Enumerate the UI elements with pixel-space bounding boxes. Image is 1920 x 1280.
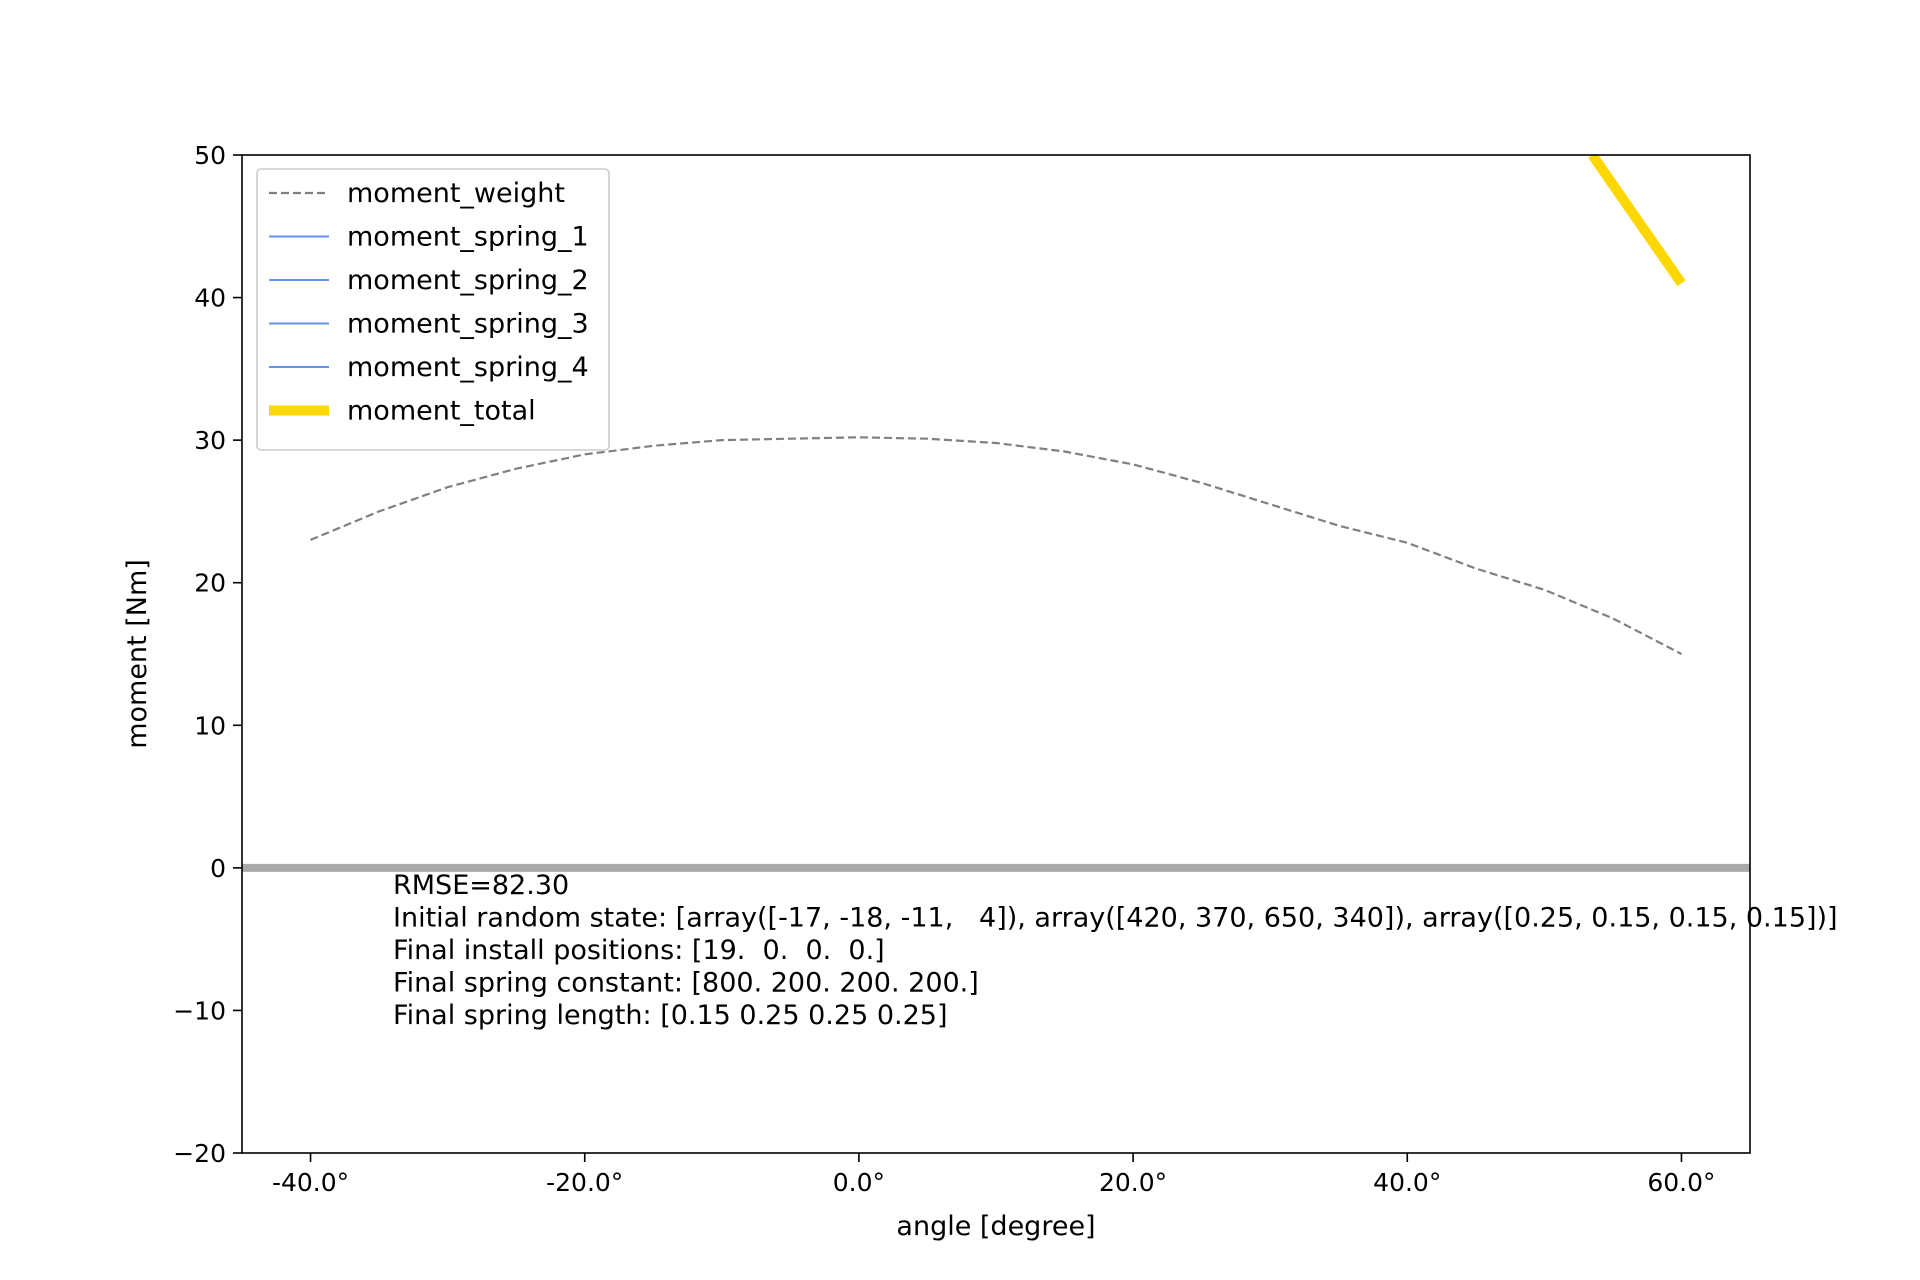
legend-label: moment_spring_2 bbox=[347, 265, 589, 296]
x-tick-label: -20.0° bbox=[546, 1168, 623, 1197]
annotation-line: Final install positions: [19. 0. 0. 0.] bbox=[393, 935, 885, 966]
legend-label: moment_spring_3 bbox=[347, 309, 589, 340]
y-tick-label: 20 bbox=[194, 569, 226, 598]
y-tick-label: 10 bbox=[194, 711, 226, 740]
legend-label: moment_total bbox=[347, 396, 536, 427]
y-tick-label: 30 bbox=[194, 426, 226, 455]
x-tick-label: 40.0° bbox=[1373, 1168, 1441, 1197]
y-tick-label: −20 bbox=[173, 1139, 226, 1168]
y-tick-label: −10 bbox=[173, 996, 226, 1025]
legend: moment_weight moment_spring_1 moment_sprin… bbox=[256, 168, 610, 451]
plot-area bbox=[242, 155, 1750, 872]
x-tick-label: -40.0° bbox=[272, 1168, 349, 1197]
plot-frame bbox=[241, 154, 1751, 1154]
x-tick-label: 20.0° bbox=[1099, 1168, 1167, 1197]
legend-box bbox=[256, 168, 610, 451]
annotation-line: RMSE=82.30 bbox=[393, 870, 569, 901]
y-tick-label: 40 bbox=[194, 284, 226, 313]
annotation-line: Final spring length: [0.15 0.25 0.25 0.2… bbox=[393, 1000, 947, 1031]
x-tick-label: 0.0° bbox=[833, 1168, 885, 1197]
x-tick-label: 60.0° bbox=[1647, 1168, 1715, 1197]
legend-label: moment_weight bbox=[347, 178, 565, 209]
y-tick-label: 50 bbox=[194, 141, 226, 170]
series-line-moment-total bbox=[1588, 155, 1686, 287]
legend-label: moment_spring_1 bbox=[347, 222, 589, 253]
y-axis-title: moment [Nm] bbox=[122, 559, 153, 749]
legend-label: moment_spring_4 bbox=[347, 352, 589, 383]
y-tick-label: 0 bbox=[210, 854, 226, 883]
annotation-line: Final spring constant: [800. 200. 200. 2… bbox=[393, 968, 979, 999]
annotation-line: Initial random state: [array([-17, -18, … bbox=[393, 903, 1838, 934]
x-axis-title: angle [degree] bbox=[896, 1211, 1095, 1242]
y-axis: −20 −10 0 10 20 30 40 50 bbox=[173, 141, 242, 1168]
x-axis: -40.0° -20.0° 0.0° 20.0° 40.0° 60.0° bbox=[272, 1153, 1716, 1197]
series-line-moment-weight bbox=[310, 436, 1683, 655]
